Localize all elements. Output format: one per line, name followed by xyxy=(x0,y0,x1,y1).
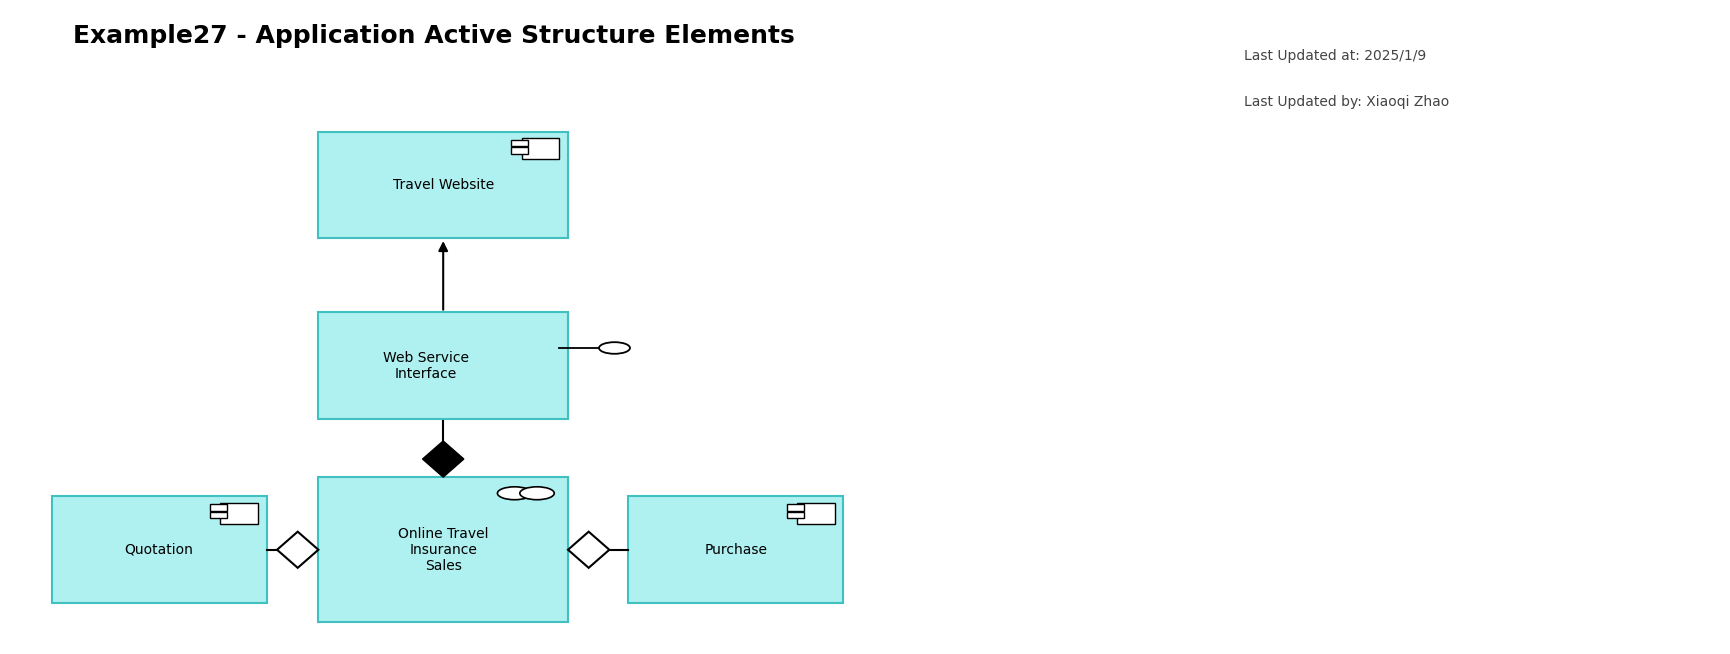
Circle shape xyxy=(599,342,630,354)
Bar xyxy=(209,504,227,511)
Text: Last Updated at: 2025/1/9: Last Updated at: 2025/1/9 xyxy=(1244,49,1426,63)
Polygon shape xyxy=(277,532,318,568)
Bar xyxy=(209,512,227,519)
Bar xyxy=(521,138,559,159)
Bar xyxy=(510,139,528,146)
Polygon shape xyxy=(567,532,609,568)
Text: Purchase: Purchase xyxy=(704,543,768,557)
Bar xyxy=(52,496,266,603)
Bar xyxy=(628,496,844,603)
Circle shape xyxy=(498,487,531,500)
Circle shape xyxy=(519,487,554,500)
Bar xyxy=(787,512,804,519)
Bar xyxy=(510,147,528,154)
Text: Last Updated by: Xiaoqi Zhao: Last Updated by: Xiaoqi Zhao xyxy=(1244,95,1450,109)
Text: Travel Website: Travel Website xyxy=(393,178,493,192)
Bar xyxy=(220,503,258,524)
Polygon shape xyxy=(422,441,464,477)
Bar xyxy=(318,131,567,238)
Bar xyxy=(318,477,567,623)
Bar xyxy=(798,503,836,524)
Text: Quotation: Quotation xyxy=(125,543,194,557)
Text: Example27 - Application Active Structure Elements: Example27 - Application Active Structure… xyxy=(73,24,794,48)
Text: Web Service
Interface: Web Service Interface xyxy=(382,351,469,381)
Bar xyxy=(787,504,804,511)
Bar xyxy=(318,313,567,419)
Text: Online Travel
Insurance
Sales: Online Travel Insurance Sales xyxy=(398,526,488,573)
